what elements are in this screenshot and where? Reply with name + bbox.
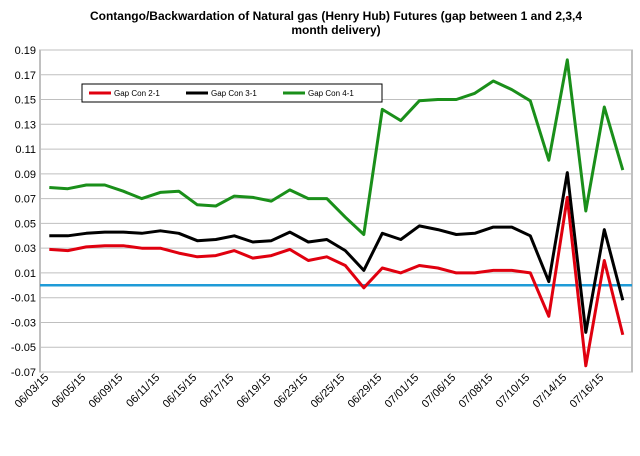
y-tick-label: 0.11 — [15, 144, 36, 156]
x-tick-label: 06/25/15 — [309, 372, 348, 411]
y-tick-label: 0.05 — [15, 218, 36, 230]
x-tick-label: 07/01/15 — [383, 372, 422, 411]
x-tick-label: 07/08/15 — [457, 372, 496, 411]
y-tick-label: 0.01 — [15, 268, 36, 280]
x-tick-label: 06/05/15 — [50, 372, 89, 411]
series-lines — [49, 58, 625, 368]
y-tick-label: -0.05 — [11, 342, 36, 354]
chart-title: Contango/Backwardation of Natural gas (H… — [90, 9, 582, 23]
y-tick-label: 0.15 — [15, 95, 36, 107]
x-tick-label: 07/06/15 — [420, 372, 459, 411]
y-tick-label: 0.19 — [15, 45, 36, 57]
legend-box — [81, 83, 383, 103]
x-tick-label: 06/15/15 — [161, 372, 200, 411]
plot-area — [39, 49, 633, 373]
y-tick-label: 0.07 — [15, 194, 36, 206]
y-tick-label: 0.03 — [15, 243, 36, 255]
legend-label-gap-con-3-1: Gap Con 3-1 — [211, 89, 257, 98]
legend: Gap Con 2-1 Gap Con 3-1 Gap Con 4-1 — [81, 83, 383, 103]
x-tick-label: 06/17/15 — [198, 372, 237, 411]
x-tick-label: 06/23/15 — [272, 372, 311, 411]
series-line-gap-con-2-1 — [49, 195, 625, 368]
y-tick-label: -0.03 — [11, 317, 36, 329]
chart-subtitle: month delivery) — [291, 23, 380, 37]
legend-label-gap-con-2-1: Gap Con 2-1 — [114, 89, 160, 98]
y-tick-label: -0.01 — [11, 293, 36, 305]
x-tick-label: 06/29/15 — [346, 372, 385, 411]
x-tick-label: 06/11/15 — [124, 372, 162, 410]
y-axis-ticks: 0.19 0.17 0.15 0.13 0.11 0.09 0.07 0.05 0.03 0.01… — [11, 45, 36, 379]
x-tick-label: 07/10/15 — [494, 372, 533, 411]
y-tick-label: 0.13 — [15, 119, 36, 131]
y-tick-label: 0.17 — [15, 70, 36, 82]
legend-label-gap-con-4-1: Gap Con 4-1 — [308, 89, 354, 98]
y-tick-label: 0.09 — [15, 169, 36, 181]
x-tick-label: 06/19/15 — [235, 372, 274, 411]
y-tick-label: -0.07 — [11, 367, 36, 379]
series-line-gap-con-4-1 — [49, 58, 625, 236]
x-tick-label: 06/09/15 — [87, 372, 126, 411]
x-tick-label: 07/14/15 — [531, 372, 570, 411]
x-tick-label: 07/16/15 — [568, 372, 607, 411]
x-axis-ticks: 06/03/1506/05/1506/09/1506/11/1506/15/15… — [13, 372, 607, 411]
series-line-gap-con-3-1 — [49, 171, 625, 334]
